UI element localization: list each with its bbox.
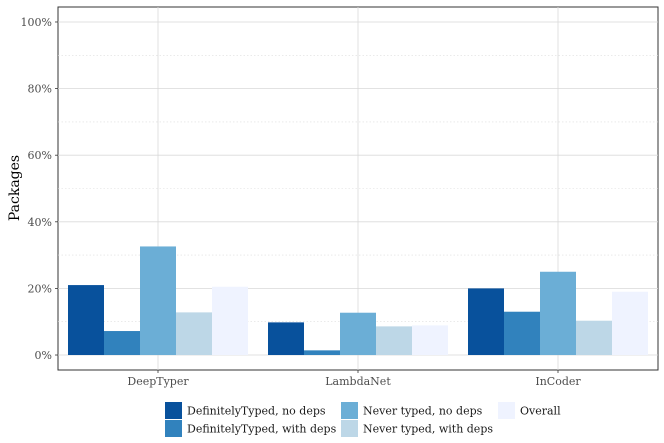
- legend: DefinitelyTyped, no deps DefinitelyTyped,…: [165, 402, 561, 437]
- y-tick-label: 20%: [28, 282, 52, 295]
- y-tick-label: 80%: [28, 83, 52, 96]
- x-tick-label: InCoder: [535, 375, 581, 388]
- bars: [68, 246, 648, 356]
- bar-incoder-series-1: [468, 288, 504, 356]
- x-tick-label: LambdaNet: [325, 375, 391, 388]
- bar-incoder-series-2: [504, 311, 540, 356]
- bar-incoder-series-5: [612, 291, 648, 356]
- bar-deeptyper-series-2: [104, 331, 140, 356]
- legend-swatch: [165, 402, 182, 419]
- y-tick-label: 60%: [28, 149, 52, 162]
- legend-label: Never typed, no deps: [363, 405, 483, 418]
- bar-lambdanet-series-4: [376, 326, 412, 356]
- bar-deeptyper-series-5: [212, 286, 248, 356]
- y-tick-label: 100%: [21, 16, 52, 29]
- y-tick-label: 0%: [35, 349, 52, 362]
- y-axis-ticks: 0% 20% 40% 60% 80% 100%: [21, 16, 58, 362]
- legend-swatch: [498, 402, 515, 419]
- legend-label: Never typed, with deps: [363, 423, 493, 436]
- bar-incoder-series-4: [576, 320, 612, 356]
- bar-lambdanet-series-1: [268, 322, 304, 356]
- legend-swatch: [341, 402, 358, 419]
- legend-swatch: [341, 420, 358, 437]
- x-tick-label: DeepTyper: [127, 375, 189, 388]
- legend-label: DefinitelyTyped, with deps: [187, 423, 337, 436]
- bar-lambdanet-series-3: [340, 312, 376, 356]
- bar-lambdanet-series-2: [304, 350, 340, 356]
- y-axis-title: Packages: [7, 155, 23, 221]
- bar-deeptyper-series-1: [68, 285, 104, 356]
- legend-label: DefinitelyTyped, no deps: [187, 405, 326, 418]
- bar-incoder-series-3: [540, 271, 576, 356]
- legend-label: Overall: [520, 405, 561, 418]
- y-tick-label: 40%: [28, 216, 52, 229]
- bar-lambdanet-series-5: [412, 325, 448, 356]
- legend-swatch: [165, 420, 182, 437]
- bar-deeptyper-series-4: [176, 312, 212, 356]
- bar-deeptyper-series-3: [140, 246, 176, 356]
- x-axis-ticks: DeepTyper LambdaNet InCoder: [127, 370, 581, 388]
